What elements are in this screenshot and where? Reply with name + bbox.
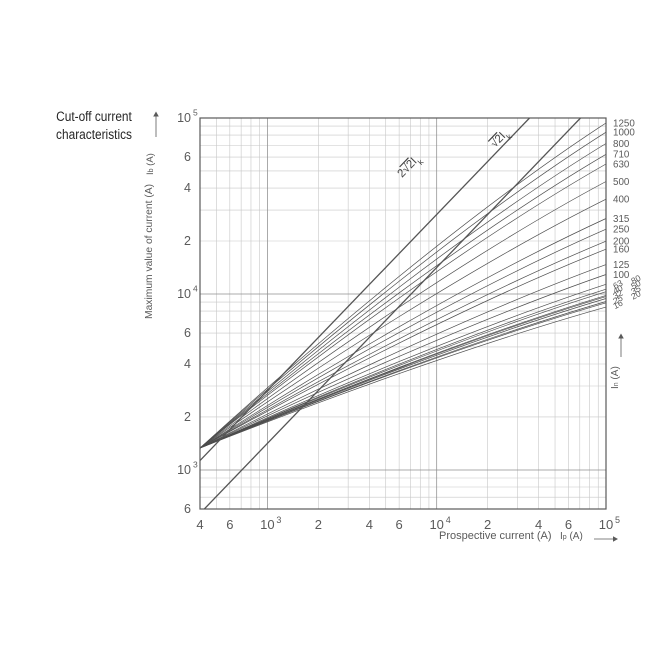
svg-text:4: 4 xyxy=(193,283,198,293)
svg-text:10: 10 xyxy=(177,111,191,125)
svg-text:4: 4 xyxy=(196,517,203,532)
svg-text:800: 800 xyxy=(613,139,630,150)
svg-text:5: 5 xyxy=(615,515,620,525)
svg-text:500: 500 xyxy=(613,177,630,188)
svg-text:6: 6 xyxy=(184,326,191,340)
svg-text:2: 2 xyxy=(315,517,322,532)
svg-text:4: 4 xyxy=(446,515,451,525)
svg-text:4: 4 xyxy=(184,357,191,371)
svg-text:5: 5 xyxy=(193,108,198,118)
svg-text:2: 2 xyxy=(184,234,191,248)
svg-text:3: 3 xyxy=(193,459,198,469)
svg-text:160: 160 xyxy=(613,245,630,256)
svg-text:6: 6 xyxy=(565,517,572,532)
svg-text:400: 400 xyxy=(613,195,630,206)
svg-text:6: 6 xyxy=(184,502,191,516)
svg-text:1000: 1000 xyxy=(613,128,635,139)
svg-text:10: 10 xyxy=(260,517,274,532)
svg-text:10: 10 xyxy=(599,517,613,532)
svg-text:6: 6 xyxy=(396,517,403,532)
svg-text:3: 3 xyxy=(276,515,281,525)
svg-text:6: 6 xyxy=(184,150,191,164)
svg-text:315: 315 xyxy=(613,214,630,225)
svg-text:10: 10 xyxy=(177,463,191,477)
svg-text:250: 250 xyxy=(613,225,630,236)
svg-text:10: 10 xyxy=(177,287,191,301)
svg-text:2: 2 xyxy=(184,410,191,424)
svg-text:6: 6 xyxy=(226,517,233,532)
svg-text:4: 4 xyxy=(184,181,191,195)
svg-text:630: 630 xyxy=(613,159,630,170)
svg-text:4: 4 xyxy=(366,517,373,532)
